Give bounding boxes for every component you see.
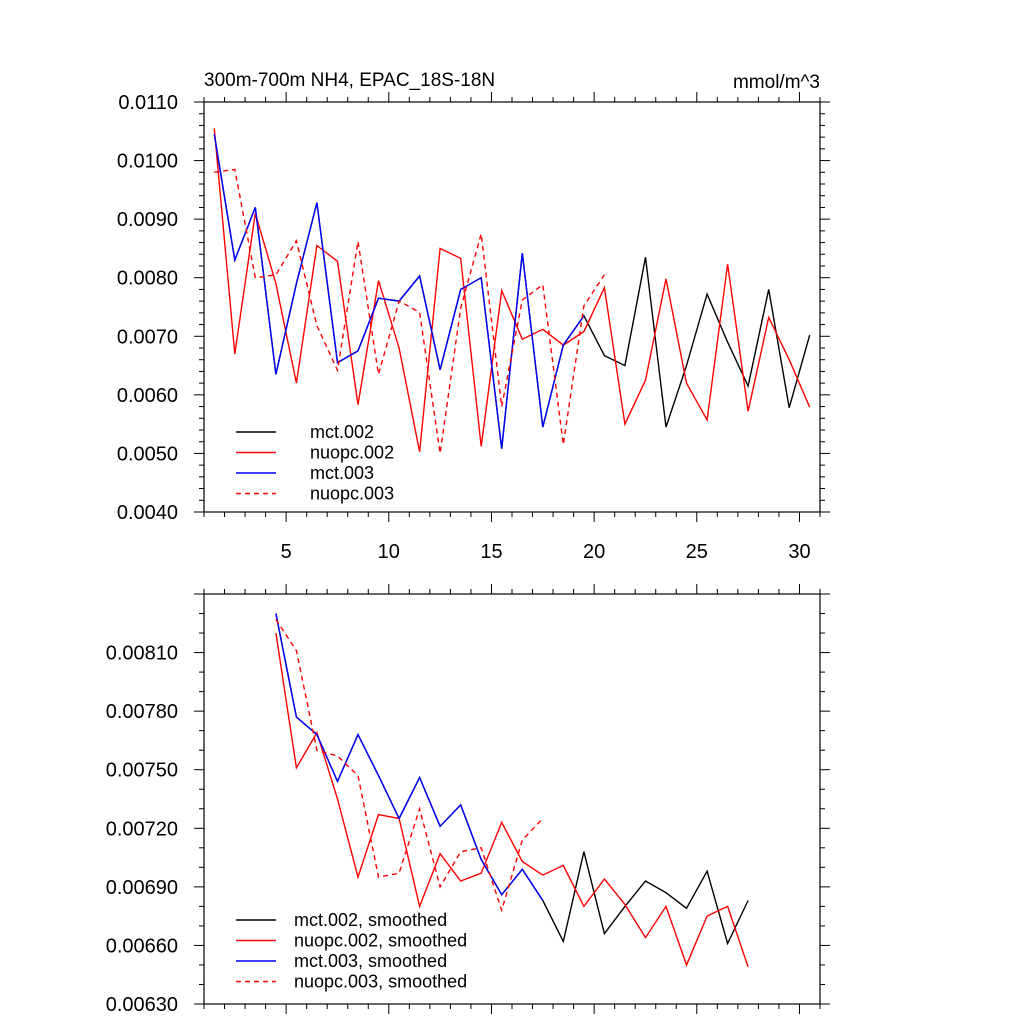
y-tick-label: 0.00780 <box>106 701 178 723</box>
x-tick-label: 25 <box>686 541 708 563</box>
y-tick-label: 0.00630 <box>106 994 178 1016</box>
legend-label: nuopc.003 <box>310 484 394 504</box>
bottom-series-group <box>275 613 749 968</box>
y-tick-label: 0.0050 <box>117 443 178 465</box>
y-tick-label: 0.00660 <box>106 935 178 957</box>
legend-label: mct.003, smoothed <box>294 951 447 971</box>
series-line-nuopc-003 <box>214 168 605 454</box>
legend-label: nuopc.002, smoothed <box>294 931 467 951</box>
legend-label: mct.002 <box>310 422 374 442</box>
y-tick-label: 0.0110 <box>118 92 178 114</box>
y-tick-label: 0.00750 <box>106 760 178 782</box>
legend-label: mct.002, smoothed <box>294 910 447 930</box>
y-tick-label: 0.0040 <box>117 502 178 524</box>
top-y-tick-labels: 0.0040 0.0050 0.0060 0.0070 0.0080 0.0090 0.01… <box>117 92 178 524</box>
top-series-group <box>213 128 811 454</box>
top-x-tick-labels: 5 10 15 20 25 30 <box>281 541 811 563</box>
series-line-mct-003-smoothed <box>275 613 544 901</box>
series-line-nuopc-002-smoothed <box>275 632 749 968</box>
y-tick-label: 0.00810 <box>106 643 178 665</box>
series-line-nuopc-003-smoothed <box>275 619 544 913</box>
legend-label: nuopc.002 <box>310 443 394 463</box>
y-tick-label: 0.0060 <box>117 385 178 407</box>
top-plot-frame <box>203 101 821 513</box>
series-line-nuopc-002 <box>213 128 811 452</box>
x-tick-label: 5 <box>281 541 292 563</box>
y-tick-label: 0.0070 <box>117 326 178 348</box>
bottom-panel: 0.00630 0.00660 0.00690 0.00720 0.00750 0.007… <box>106 584 830 1016</box>
bottom-plot-frame <box>203 593 821 1005</box>
y-tick-label: 0.0090 <box>117 209 178 231</box>
legend-label: mct.003 <box>310 463 374 483</box>
bottom-y-tick-labels: 0.00630 0.00660 0.00690 0.00720 0.00750 0.007… <box>106 643 178 1016</box>
top-panel: 300m-700m NH4, EPAC_18S-18N mmol/m^3 0.0… <box>117 70 830 563</box>
x-tick-label: 30 <box>788 541 810 563</box>
chart-title: 300m-700m NH4, EPAC_18S-18N <box>204 70 495 91</box>
x-tick-label: 10 <box>378 541 400 563</box>
x-tick-label: 15 <box>480 541 502 563</box>
y-tick-label: 0.00720 <box>106 818 178 840</box>
bottom-axis-ticks <box>194 584 830 1014</box>
y-tick-label: 0.0100 <box>117 151 178 173</box>
y-tick-label: 0.00690 <box>106 877 178 899</box>
units-label: mmol/m^3 <box>733 72 820 93</box>
x-tick-label: 20 <box>583 541 605 563</box>
y-tick-label: 0.0080 <box>117 268 178 290</box>
top-axis-ticks <box>194 92 830 522</box>
legend-label: nuopc.003, smoothed <box>294 972 467 992</box>
